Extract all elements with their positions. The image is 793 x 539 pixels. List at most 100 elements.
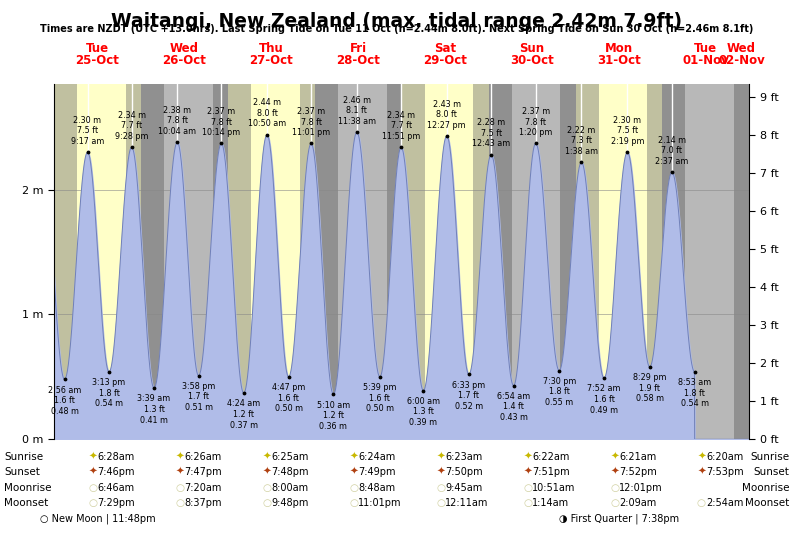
- Text: 2:54am: 2:54am: [706, 498, 743, 508]
- Text: 8.1 ft: 8.1 ft: [347, 106, 367, 115]
- Bar: [473, 84, 488, 439]
- Text: ○: ○: [610, 483, 619, 493]
- Text: Sunset: Sunset: [753, 467, 789, 476]
- Text: 2.44 m: 2.44 m: [253, 98, 281, 107]
- Text: 7:53pm: 7:53pm: [706, 467, 744, 476]
- Text: 1:38 am: 1:38 am: [565, 147, 598, 156]
- Text: 7.5 ft: 7.5 ft: [481, 129, 502, 138]
- Bar: [647, 84, 662, 439]
- Text: Wed: Wed: [727, 42, 756, 55]
- Text: 3:13 pm: 3:13 pm: [93, 378, 125, 387]
- Text: 1.2 ft: 1.2 ft: [233, 410, 255, 419]
- Text: ✦: ✦: [89, 452, 98, 461]
- Text: 12:01pm: 12:01pm: [619, 483, 663, 493]
- Text: 1.6 ft: 1.6 ft: [594, 395, 615, 404]
- Text: 2.37 m: 2.37 m: [297, 107, 325, 116]
- Text: 1:14am: 1:14am: [532, 498, 569, 508]
- Text: 0.36 m: 0.36 m: [320, 422, 347, 431]
- Text: ○: ○: [523, 483, 532, 493]
- Text: 7:48pm: 7:48pm: [271, 467, 308, 476]
- Text: Moonset: Moonset: [4, 498, 48, 508]
- Text: 28-Oct: 28-Oct: [336, 54, 380, 67]
- Text: 01-Nov: 01-Nov: [683, 54, 730, 67]
- Text: 2:56 am: 2:56 am: [48, 385, 81, 395]
- Text: ✦: ✦: [611, 452, 619, 461]
- Text: 1.6 ft: 1.6 ft: [54, 396, 75, 405]
- Text: Moonrise: Moonrise: [4, 483, 52, 493]
- Text: ◑ First Quarter | 7:38pm: ◑ First Quarter | 7:38pm: [559, 514, 679, 524]
- Bar: [576, 84, 599, 439]
- Text: 7:46pm: 7:46pm: [98, 467, 135, 476]
- Bar: [401, 84, 488, 439]
- Text: 6:21am: 6:21am: [619, 452, 657, 461]
- Text: 7.8 ft: 7.8 ft: [167, 116, 188, 126]
- Bar: [662, 84, 685, 439]
- Text: 1.7 ft: 1.7 ft: [188, 392, 209, 402]
- Text: 7:50pm: 7:50pm: [445, 467, 483, 476]
- Text: ✦: ✦: [436, 467, 445, 476]
- Text: ✦: ✦: [697, 467, 706, 476]
- Text: 7.8 ft: 7.8 ft: [525, 118, 546, 127]
- Text: 2.22 m: 2.22 m: [567, 126, 596, 135]
- Text: 1.6 ft: 1.6 ft: [370, 393, 390, 403]
- Text: 9:48pm: 9:48pm: [271, 498, 308, 508]
- Bar: [488, 84, 511, 439]
- Text: 8:53 am: 8:53 am: [678, 378, 711, 387]
- Text: ✦: ✦: [350, 467, 358, 476]
- Text: 0.51 m: 0.51 m: [185, 403, 213, 412]
- Text: Thu: Thu: [259, 42, 284, 55]
- Text: 1.6 ft: 1.6 ft: [278, 393, 299, 403]
- Text: ○: ○: [349, 483, 358, 493]
- Text: 10:51am: 10:51am: [532, 483, 576, 493]
- Text: 25-Oct: 25-Oct: [75, 54, 119, 67]
- Text: 11:01pm: 11:01pm: [358, 498, 402, 508]
- Text: ○: ○: [436, 498, 445, 508]
- Text: 0.49 m: 0.49 m: [590, 405, 618, 414]
- Text: 26-Oct: 26-Oct: [163, 54, 206, 67]
- Text: ○: ○: [88, 483, 98, 493]
- Text: Tue: Tue: [695, 42, 718, 55]
- Text: 7.3 ft: 7.3 ft: [571, 136, 592, 146]
- Text: 2.34 m: 2.34 m: [117, 110, 146, 120]
- Text: 7.8 ft: 7.8 ft: [211, 118, 232, 127]
- Text: ✦: ✦: [611, 467, 619, 476]
- Text: 0.52 m: 0.52 m: [454, 402, 483, 411]
- Text: Moonset: Moonset: [745, 498, 789, 508]
- Text: 0.43 m: 0.43 m: [500, 413, 527, 422]
- Text: 7.8 ft: 7.8 ft: [301, 118, 322, 127]
- Text: 3:58 pm: 3:58 pm: [182, 382, 215, 391]
- Text: 5:39 pm: 5:39 pm: [363, 383, 396, 392]
- Text: ○: ○: [697, 498, 706, 508]
- Text: ○: ○: [175, 483, 184, 493]
- Text: ✦: ✦: [523, 452, 532, 461]
- Text: 2.30 m: 2.30 m: [74, 116, 102, 125]
- Text: Tue: Tue: [86, 42, 109, 55]
- Text: ○: ○: [349, 498, 358, 508]
- Text: 6:23am: 6:23am: [445, 452, 482, 461]
- Bar: [386, 84, 401, 439]
- Text: 12:27 pm: 12:27 pm: [427, 121, 466, 130]
- Bar: [141, 84, 164, 439]
- Text: 6:26am: 6:26am: [184, 452, 221, 461]
- Text: 8:37pm: 8:37pm: [184, 498, 222, 508]
- Text: 1.9 ft: 1.9 ft: [639, 384, 661, 393]
- Bar: [125, 84, 141, 439]
- Text: 11:38 am: 11:38 am: [338, 117, 376, 126]
- Text: 7.7 ft: 7.7 ft: [391, 121, 412, 130]
- Text: 1.3 ft: 1.3 ft: [413, 407, 434, 417]
- Text: 7:51pm: 7:51pm: [532, 467, 569, 476]
- Text: 10:50 am: 10:50 am: [248, 120, 286, 128]
- Text: 7:20am: 7:20am: [184, 483, 222, 493]
- Text: ✦: ✦: [523, 467, 532, 476]
- Text: 7:52pm: 7:52pm: [619, 467, 657, 476]
- Text: ✦: ✦: [436, 452, 445, 461]
- Text: 6:00 am: 6:00 am: [407, 397, 440, 406]
- Text: 7.7 ft: 7.7 ft: [121, 121, 142, 130]
- Bar: [228, 84, 315, 439]
- Text: 0.41 m: 0.41 m: [140, 416, 168, 425]
- Text: 6:54 am: 6:54 am: [497, 392, 531, 401]
- Text: 2:09am: 2:09am: [619, 498, 657, 508]
- Bar: [54, 84, 141, 439]
- Text: 6:25am: 6:25am: [271, 452, 308, 461]
- Text: 29-Oct: 29-Oct: [423, 54, 467, 67]
